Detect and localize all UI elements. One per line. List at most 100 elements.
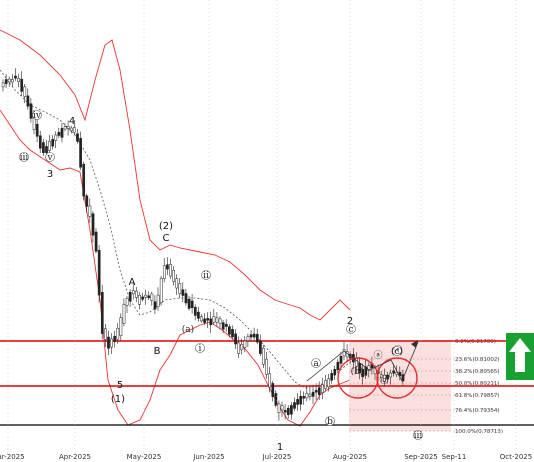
candle-body bbox=[215, 317, 219, 323]
candle-body bbox=[392, 370, 396, 374]
candle-body bbox=[317, 387, 321, 395]
fib-label: 76.4%(0.79354) bbox=[455, 408, 500, 414]
candle-body bbox=[141, 296, 144, 300]
candle-body bbox=[26, 95, 30, 107]
lower-band bbox=[0, 109, 351, 427]
candle-body bbox=[138, 294, 141, 305]
candle-body bbox=[91, 213, 95, 236]
candle-body bbox=[203, 318, 206, 323]
candle-body bbox=[209, 318, 213, 326]
x-tick-label: May-2025 bbox=[127, 453, 162, 461]
candle-body bbox=[342, 349, 346, 357]
candle-body bbox=[48, 140, 51, 151]
candle-body bbox=[252, 333, 256, 338]
candle-body bbox=[237, 342, 241, 354]
candle-body bbox=[286, 407, 290, 416]
candle-body bbox=[69, 127, 73, 132]
x-tick-label: Oct-2025 bbox=[500, 453, 532, 461]
candle-body bbox=[296, 399, 299, 405]
wave-label: (2) bbox=[159, 221, 173, 232]
candle-body bbox=[299, 396, 303, 405]
candle-body bbox=[224, 324, 228, 327]
candle-body bbox=[42, 142, 45, 153]
candle-body bbox=[255, 333, 259, 343]
upper-band bbox=[0, 29, 351, 321]
candle-body bbox=[54, 134, 58, 141]
candle-body bbox=[212, 316, 216, 323]
candle-body bbox=[66, 126, 70, 129]
candle-body bbox=[271, 383, 275, 397]
candle-body bbox=[311, 391, 315, 397]
wave-label: C bbox=[163, 233, 170, 244]
wave-label: ⓐ bbox=[373, 350, 382, 361]
candle-body bbox=[144, 294, 148, 298]
fib-label: 50.0%(0.80211) bbox=[455, 381, 500, 387]
wave-circle bbox=[346, 324, 356, 334]
candle-body bbox=[228, 326, 231, 335]
wave-circle bbox=[195, 343, 205, 353]
candle-body bbox=[116, 327, 120, 340]
wave-label: iv bbox=[33, 111, 42, 121]
candle-body bbox=[302, 396, 306, 399]
candle-body bbox=[76, 133, 79, 142]
candle-body bbox=[339, 355, 343, 364]
wave-label: i bbox=[199, 344, 202, 354]
x-tick-label: Sep-11 bbox=[442, 453, 467, 461]
wave-label: b bbox=[327, 417, 333, 427]
wave-circle bbox=[413, 430, 423, 440]
wave-label: 5 bbox=[117, 380, 123, 391]
candle-body bbox=[218, 318, 222, 324]
candle-body bbox=[336, 361, 340, 371]
candle-body bbox=[125, 297, 129, 306]
wave-label: A bbox=[129, 277, 136, 288]
candle-body bbox=[20, 78, 24, 92]
candle-body bbox=[367, 365, 371, 371]
candle-body bbox=[122, 304, 126, 324]
candle-body bbox=[187, 299, 191, 309]
candle-body bbox=[277, 403, 281, 414]
x-tick-label: Aug-2025 bbox=[333, 453, 367, 461]
candle-body bbox=[159, 278, 163, 303]
candle-body bbox=[107, 336, 110, 349]
candle-body bbox=[35, 123, 39, 137]
candle-body bbox=[156, 294, 160, 308]
candle-body bbox=[11, 79, 14, 83]
candle-body bbox=[231, 329, 234, 338]
candle-body bbox=[45, 146, 48, 153]
candle-body bbox=[330, 373, 334, 381]
wave-label: 1 bbox=[277, 442, 283, 453]
candle-body bbox=[361, 369, 365, 378]
candle-body bbox=[60, 128, 64, 138]
candle-body bbox=[262, 347, 265, 365]
candle-body bbox=[206, 318, 210, 321]
consolidation-circle-left bbox=[337, 357, 379, 399]
candle-body bbox=[85, 195, 89, 207]
candle-body bbox=[283, 410, 287, 413]
candle-body bbox=[197, 311, 200, 319]
candle-body bbox=[259, 340, 262, 354]
fib-label: 0.0%(0.81709) bbox=[455, 339, 496, 345]
candle-body bbox=[131, 290, 135, 295]
wave-label: iii bbox=[20, 153, 29, 163]
candle-body bbox=[110, 338, 113, 348]
candle-body bbox=[51, 139, 55, 147]
x-tick-label: Sep-2025 bbox=[404, 453, 438, 461]
candle-body bbox=[305, 393, 309, 399]
candle-body bbox=[162, 265, 166, 279]
candle-body bbox=[324, 380, 327, 389]
wave-circle bbox=[45, 152, 55, 162]
candle-body bbox=[172, 270, 175, 282]
candle-body bbox=[88, 205, 92, 217]
candle-body bbox=[119, 317, 123, 336]
wave-label: (b) bbox=[351, 366, 364, 377]
wave-label: ii bbox=[203, 271, 209, 281]
candle-body bbox=[100, 292, 104, 334]
fib-label: 100.0%(0.78713) bbox=[455, 429, 503, 435]
candle-body bbox=[333, 369, 337, 376]
candle-body bbox=[4, 79, 8, 84]
candle-body bbox=[178, 283, 182, 295]
candle-body bbox=[243, 340, 247, 348]
wave-label: B bbox=[154, 346, 161, 357]
